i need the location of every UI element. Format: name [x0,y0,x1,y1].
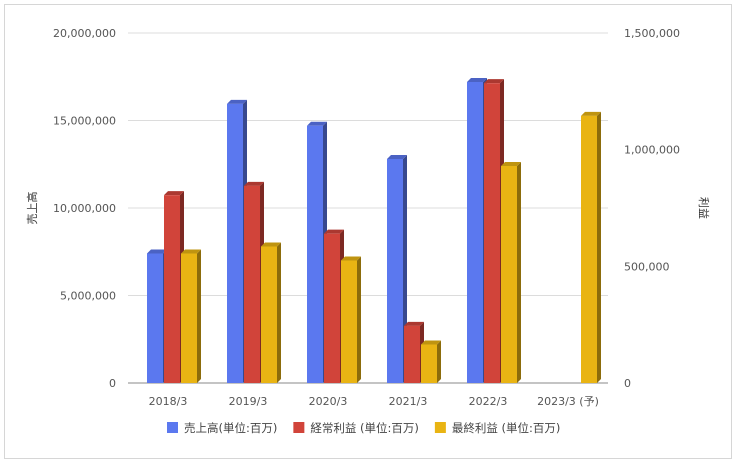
legend-swatch [434,422,446,433]
legend-swatch [293,422,305,433]
left-axis-ticks: 0 5,000,000 10,000,000 15,000,000 20,000,000 [53,27,116,390]
bar [341,256,361,383]
right-tick-label: 0 [624,377,631,390]
right-tick-label: 1,000,000 [624,144,680,157]
left-tick-label: 15,000,000 [53,115,116,128]
right-tick-label: 500,000 [624,260,670,273]
legend-item: 経常利益 (単位:百万) [293,421,419,435]
left-axis-title: 売上高 [25,192,39,225]
legend-label: 経常利益 (単位:百万) [310,421,419,435]
bar [581,111,601,383]
bar [261,242,281,383]
right-axis-title: 利益 [697,197,711,219]
legend-item: 売上高(単位:百万) [167,421,277,435]
right-axis-ticks: 0 500,000 1,000,000 1,500,000 [624,27,680,390]
left-tick-label: 20,000,000 [53,27,116,40]
bar [501,162,521,383]
category-label: 2021/3 [389,395,428,408]
category-label: 2020/3 [309,395,348,408]
left-tick-label: 5,000,000 [60,290,116,303]
category-label: 2019/3 [229,395,268,408]
category-label: 2018/3 [149,395,188,408]
bar [421,340,441,383]
legend-label: 最終利益 (単位:百万) [452,421,561,435]
left-tick-label: 10,000,000 [53,202,116,215]
bars [147,78,601,384]
legend: 売上高(単位:百万) 経常利益 (単位:百万) 最終利益 (単位:百万) [167,421,560,435]
bar [181,249,201,383]
legend-swatch [167,422,178,433]
legend-item: 最終利益 (単位:百万) [434,421,561,435]
category-label: 2022/3 [469,395,508,408]
left-tick-label: 0 [109,377,116,390]
right-tick-label: 1,500,000 [624,27,680,40]
category-label: 2023/3 (予) [537,395,599,408]
legend-label: 売上高(単位:百万) [184,421,277,435]
category-labels: 2018/3 2019/3 2020/3 2021/3 2022/3 2023/3 (予) [149,395,599,408]
gridlines [128,32,608,384]
